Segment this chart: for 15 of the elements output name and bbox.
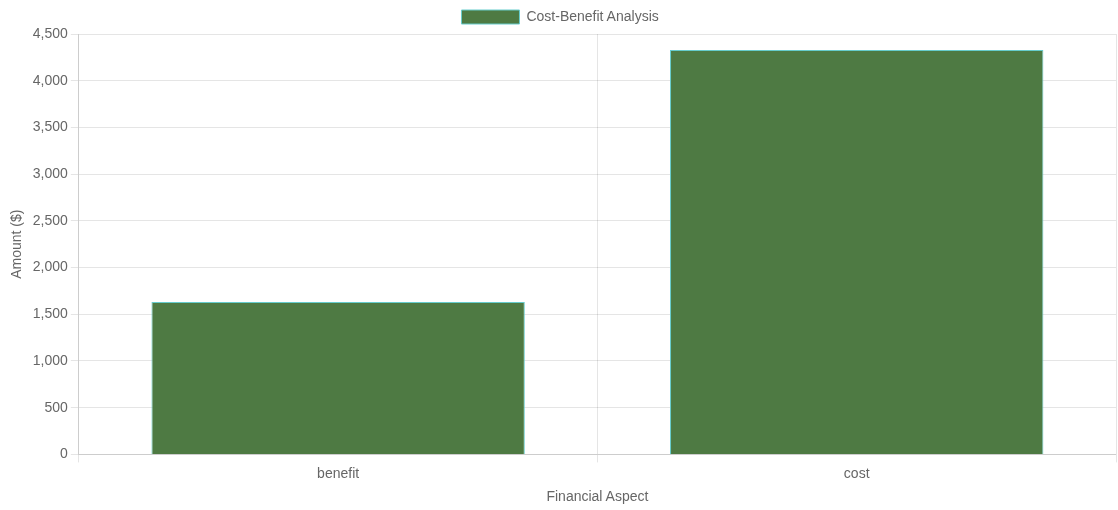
y-tick-label: 2,000	[32, 258, 69, 275]
x-tick-label: benefit	[317, 464, 360, 481]
y-tick-label: 4,500	[32, 24, 69, 41]
x-tick-label: cost	[843, 464, 870, 481]
legend-label: Cost-Benefit Analysis	[526, 7, 659, 24]
y-tick-label: 3,500	[32, 118, 69, 135]
y-tick-label: 3,000	[32, 164, 69, 181]
y-tick-label: 1,500	[32, 305, 69, 322]
y-tick-label: 2,500	[32, 211, 69, 228]
y-tick-label: 4,000	[32, 71, 69, 88]
y-axis-title: Amount ($)	[8, 209, 25, 279]
x-axis-title: Financial Aspect	[546, 488, 649, 505]
y-tick-label: 1,000	[32, 351, 69, 368]
y-tick-label: 500	[44, 398, 69, 415]
y-tick-label: 0	[60, 445, 69, 462]
